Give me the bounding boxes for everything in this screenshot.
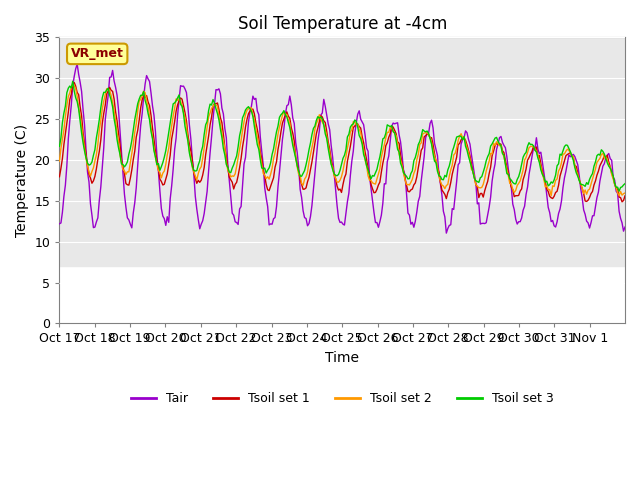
Legend: Tair, Tsoil set 1, Tsoil set 2, Tsoil set 3: Tair, Tsoil set 1, Tsoil set 2, Tsoil se… bbox=[126, 387, 558, 410]
Y-axis label: Temperature (C): Temperature (C) bbox=[15, 124, 29, 237]
X-axis label: Time: Time bbox=[325, 351, 359, 365]
Title: Soil Temperature at -4cm: Soil Temperature at -4cm bbox=[237, 15, 447, 33]
Bar bbox=[60, 37, 625, 266]
Text: VR_met: VR_met bbox=[71, 48, 124, 60]
